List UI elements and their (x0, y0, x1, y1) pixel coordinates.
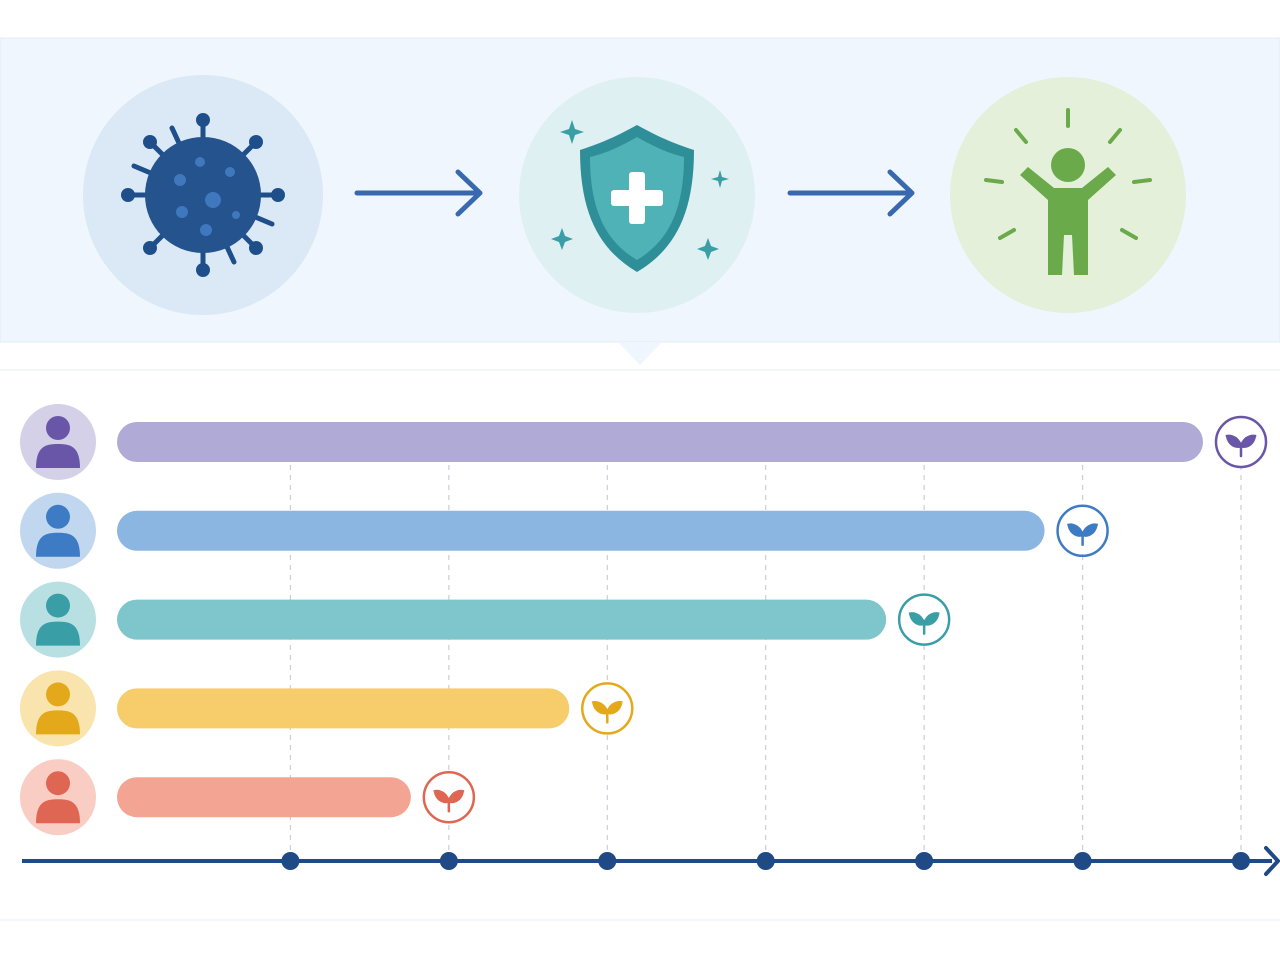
axis-tick (598, 852, 617, 870)
avatar-head (46, 682, 70, 707)
axis-tick (439, 852, 458, 870)
bar (117, 510, 1045, 551)
sprout-icon (1067, 523, 1099, 547)
bar (117, 688, 570, 729)
avatar-bg (20, 759, 96, 836)
recovery-chart (20, 404, 1268, 861)
virus-icon (83, 75, 323, 315)
shield-icon (519, 77, 755, 313)
recovery-marker (897, 593, 951, 646)
recovery-marker (1214, 415, 1268, 469)
axis-tick (1073, 852, 1092, 870)
avatar-head (46, 504, 70, 529)
bar (117, 422, 1203, 462)
avatar-bg (20, 404, 96, 480)
avatar-head (46, 416, 70, 440)
axis-tick (756, 852, 775, 870)
recovery-marker (581, 682, 634, 735)
avatar-body (36, 444, 80, 468)
process-arrow (787, 169, 915, 217)
sprout-icon (908, 612, 940, 635)
axis-tick (1232, 852, 1250, 870)
sprout-icon (591, 701, 623, 724)
sprout-icon (433, 789, 465, 813)
avatar-body (36, 532, 80, 557)
avatar-bg (20, 670, 96, 747)
axis-arrow (1264, 846, 1280, 876)
process-arrow (354, 169, 483, 217)
avatar-body (36, 710, 80, 735)
sprout-icon (1225, 434, 1257, 458)
avatar-head (46, 593, 70, 618)
avatar-body (36, 799, 80, 824)
recovery-marker (422, 770, 476, 824)
bar (117, 777, 411, 818)
recovery-marker (1056, 504, 1109, 558)
avatar-head (46, 771, 70, 796)
avatar-bg (20, 492, 96, 569)
axis-tick (281, 852, 300, 870)
panel-notch (618, 342, 662, 365)
avatar-body (36, 621, 80, 646)
bar (117, 599, 887, 640)
healthy-person-icon (950, 77, 1186, 313)
axis-tick (915, 852, 934, 870)
avatar-bg (20, 581, 96, 658)
